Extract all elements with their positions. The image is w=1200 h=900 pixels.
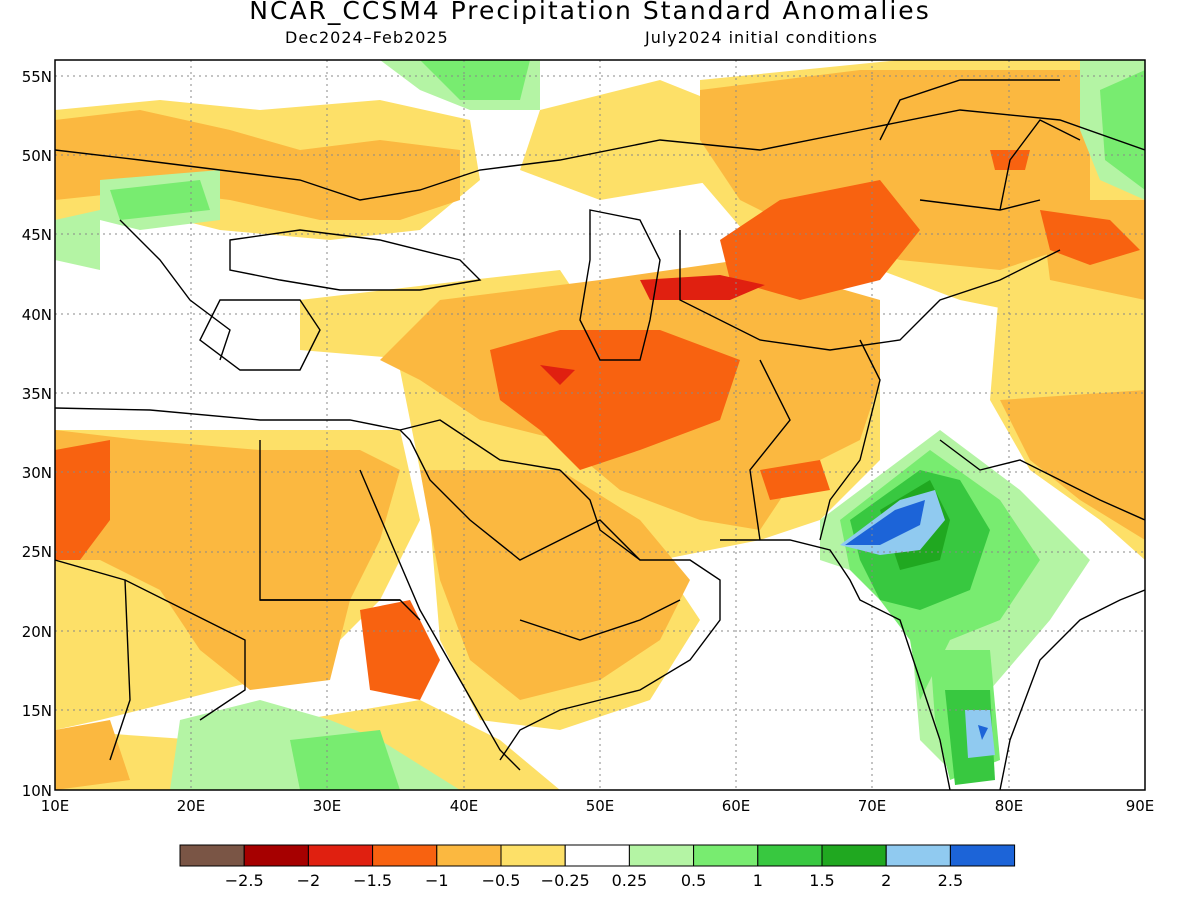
lat-tick: 15N bbox=[22, 702, 52, 720]
lon-tick: 20E bbox=[177, 797, 206, 815]
colorbar-swatch bbox=[564, 844, 630, 867]
colorbar-swatch bbox=[628, 844, 695, 867]
lon-tick: 30E bbox=[313, 797, 342, 815]
anomaly-field bbox=[55, 60, 1145, 790]
lon-tick: 70E bbox=[858, 797, 887, 815]
colorbar-label: 1 bbox=[753, 871, 763, 890]
lon-axis: 10E 20E 30E 40E 50E 60E 70E 80E 90E bbox=[41, 797, 1155, 815]
lon-tick: 50E bbox=[586, 797, 615, 815]
colorbar-swatch bbox=[885, 844, 951, 867]
colorbar-swatch bbox=[949, 844, 1016, 867]
anomaly-very-strong-negative bbox=[540, 275, 765, 385]
map-title: NCAR_CCSM4 Precipitation Standard Anomal… bbox=[249, 0, 931, 25]
colorbar-label: −1 bbox=[425, 871, 449, 890]
colorbar-label: 2 bbox=[881, 871, 891, 890]
colorbar-swatch bbox=[436, 844, 502, 867]
lat-tick: 45N bbox=[22, 226, 52, 244]
lon-tick: 40E bbox=[450, 797, 479, 815]
anomaly-extreme-positive bbox=[845, 500, 988, 740]
coastlines-borders bbox=[55, 79, 1145, 790]
lat-axis: 10N 15N 20N 25N 30N 35N 40N 45N 50N 55N bbox=[22, 68, 52, 800]
colorbar-swatch bbox=[307, 844, 374, 867]
lat-tick: 50N bbox=[22, 147, 52, 165]
colorbar-label: 1.5 bbox=[809, 871, 834, 890]
colorbar-label: −0.25 bbox=[541, 871, 590, 890]
lat-tick: 35N bbox=[22, 385, 52, 403]
forecast-period: Dec2024–Feb2025 bbox=[285, 28, 449, 47]
colorbar-label: 0.25 bbox=[612, 871, 648, 890]
lon-tick: 60E bbox=[722, 797, 751, 815]
map-frame bbox=[54, 59, 1146, 791]
lat-tick: 20N bbox=[22, 623, 52, 641]
lat-tick: 10N bbox=[22, 782, 52, 800]
colorbar-label: −2.5 bbox=[225, 871, 264, 890]
colorbar-labels: −2.5 −2 −1.5 −1 −0.5 −0.25 0.25 0.5 1 1.5 2 2.5 bbox=[225, 871, 963, 890]
colorbar-label: 2.5 bbox=[938, 871, 963, 890]
colorbar-swatch bbox=[821, 844, 887, 867]
colorbar-swatch bbox=[179, 844, 245, 867]
lon-tick: 10E bbox=[41, 797, 70, 815]
colorbar-swatch bbox=[693, 844, 759, 867]
lat-tick: 40N bbox=[22, 306, 52, 324]
colorbar-label: −2 bbox=[297, 871, 321, 890]
colorbar-swatch bbox=[757, 844, 823, 867]
lat-tick: 25N bbox=[22, 543, 52, 561]
lon-tick: 80E bbox=[995, 797, 1024, 815]
initial-conditions: July2024 initial conditions bbox=[645, 28, 878, 47]
colorbar-label: −1.5 bbox=[353, 871, 392, 890]
lat-tick: 30N bbox=[22, 464, 52, 482]
colorbar-swatch bbox=[243, 844, 309, 867]
colorbar-label: −0.5 bbox=[482, 871, 521, 890]
colorbar-swatch bbox=[372, 844, 438, 867]
lat-tick: 55N bbox=[22, 68, 52, 86]
anomaly-strong-negative bbox=[55, 150, 1140, 700]
colorbar-label: 0.5 bbox=[681, 871, 706, 890]
colorbar-swatch bbox=[500, 844, 566, 867]
colorbar bbox=[179, 844, 1016, 867]
lon-tick: 90E bbox=[1126, 797, 1155, 815]
graticule bbox=[55, 60, 1145, 790]
